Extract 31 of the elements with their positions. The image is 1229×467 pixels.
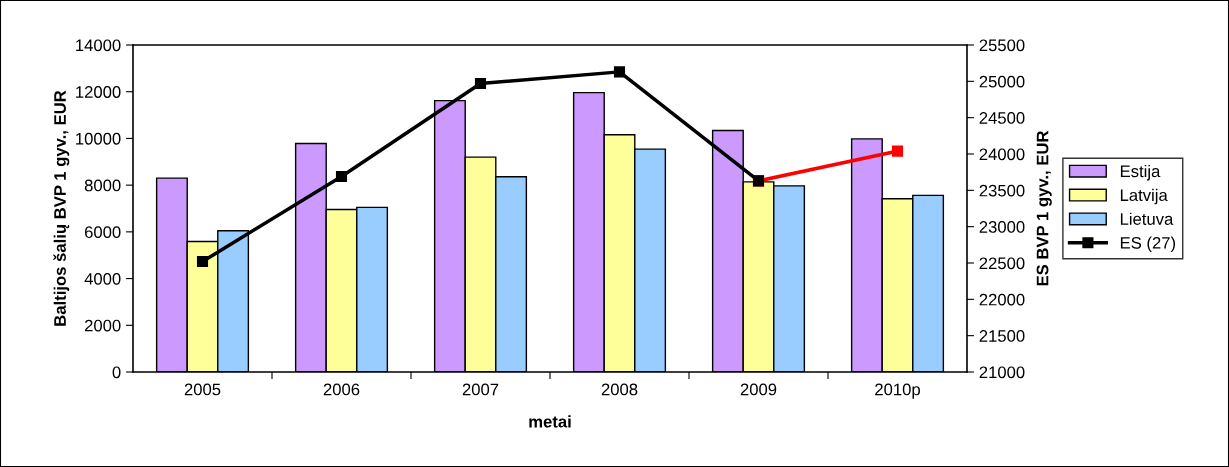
legend-label: ES (27) <box>1120 236 1176 253</box>
y2-tick-label: 21500 <box>979 330 1025 342</box>
legend-label: Lietuva <box>1120 212 1174 225</box>
y-tick-label: 0 <box>112 366 121 379</box>
y-tick-label: 2000 <box>84 319 121 332</box>
y-axis-title: Baltijos šalių BVP 1 gyv., EUR <box>53 90 70 326</box>
legend-label: Latvija <box>1120 188 1168 205</box>
x-tick-label: 2007 <box>462 383 499 396</box>
y2-tick-label: 22000 <box>979 293 1025 306</box>
y-tick-label: 14000 <box>76 39 121 52</box>
legend-label: Estija <box>1120 164 1161 181</box>
y2-tick-label: 23000 <box>979 221 1025 233</box>
y2-tick-label: 22500 <box>979 257 1025 270</box>
y-tick-label: 8000 <box>84 179 121 192</box>
y2-tick-label: 24500 <box>979 112 1025 124</box>
y2-axis-title: ES BVP 1 gyv., EUR <box>1036 130 1052 286</box>
y-tick-label: 10000 <box>76 132 121 145</box>
x-tick-label: 2009 <box>740 383 777 396</box>
y2-tick-label: 25000 <box>979 75 1025 88</box>
x-tick-label: 2006 <box>323 383 360 396</box>
y-tick-label: 6000 <box>84 226 121 239</box>
x-tick-label: 2008 <box>601 383 638 396</box>
y-tick-label: 12000 <box>76 86 121 98</box>
y2-tick-label: 25500 <box>979 39 1025 52</box>
y2-tick-label: 23500 <box>979 184 1025 197</box>
x-tick-label: 2005 <box>184 383 221 396</box>
y-tick-label: 4000 <box>84 272 121 285</box>
y2-tick-label: 21000 <box>979 366 1025 379</box>
x-axis-title: metai <box>529 415 571 428</box>
y2-tick-label: 24000 <box>979 148 1025 161</box>
x-tick-label: 2010p <box>875 383 920 399</box>
